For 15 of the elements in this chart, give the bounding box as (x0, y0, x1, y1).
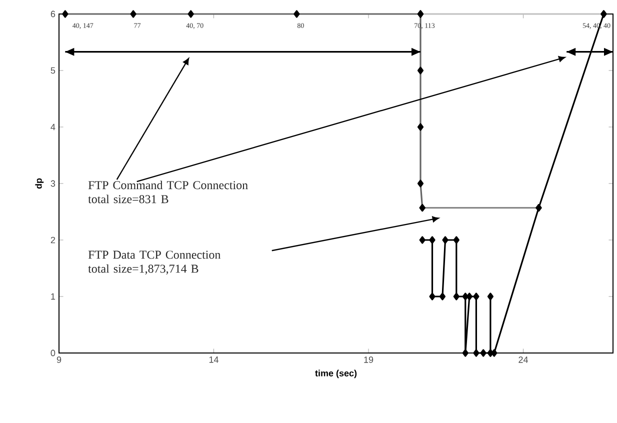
annotation: FTP Command TCP Connection total size=831 B (88, 180, 248, 204)
x-tick-label: 19 (364, 356, 374, 363)
y-tick-label: 1 (51, 293, 56, 300)
y-tick-label: 5 (50, 67, 56, 74)
y-tick-label: 0 (50, 350, 56, 356)
x-tick-label: 14 (209, 356, 218, 363)
annotation: FTP Data TCP Connection total size=1,873,714 B (88, 250, 221, 274)
x-tick-label: 9 (56, 356, 62, 363)
y-tick-label: 6 (50, 10, 56, 18)
y-axis-title: dp (35, 178, 44, 189)
x-axis-title: time (sec) (315, 370, 357, 378)
x-tick-label: 24 (518, 356, 528, 363)
y-tick-label: 3 (50, 180, 56, 187)
y-tick-label: 4 (50, 124, 56, 130)
y-tick-label: 2 (50, 236, 56, 244)
